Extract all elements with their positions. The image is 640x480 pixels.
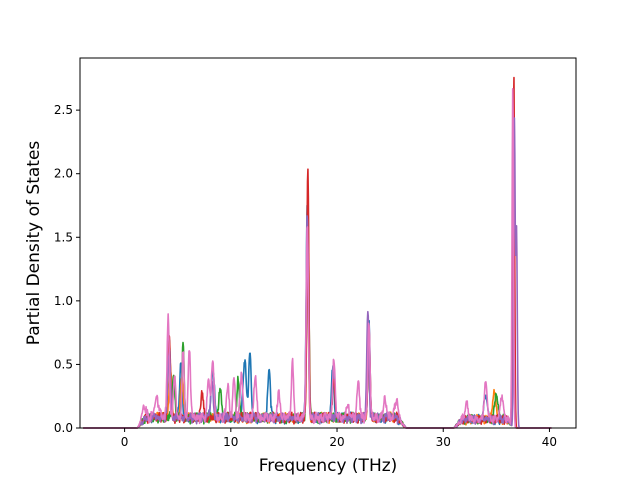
- y-axis-ticks: 0.0 0.5 1.0 1.5 2.0 2.5: [54, 103, 80, 435]
- x-tick-label: 20: [329, 435, 344, 449]
- y-tick-label: 0.0: [54, 421, 73, 435]
- plot-area: [79, 57, 577, 429]
- x-axis-ticks: 0 10 20 30 40: [121, 428, 557, 449]
- x-tick-label: 10: [223, 435, 238, 449]
- x-tick-label: 30: [436, 435, 451, 449]
- plot-frame: [79, 57, 577, 429]
- x-tick-label: 0: [121, 435, 129, 449]
- y-tick-label: 0.5: [54, 357, 73, 371]
- y-tick-label: 1.5: [54, 230, 73, 244]
- x-tick-label: 40: [542, 435, 557, 449]
- pdos-series-line: [82, 87, 552, 429]
- series-layer: [82, 76, 552, 429]
- y-tick-label: 1.0: [54, 294, 73, 308]
- y-tick-label: 2.0: [54, 167, 73, 181]
- x-axis-label: Frequency (THz): [259, 456, 398, 476]
- y-axis-label: Partial Density of States: [24, 141, 44, 346]
- plot-background: [80, 58, 576, 428]
- y-tick-label: 2.5: [54, 103, 73, 117]
